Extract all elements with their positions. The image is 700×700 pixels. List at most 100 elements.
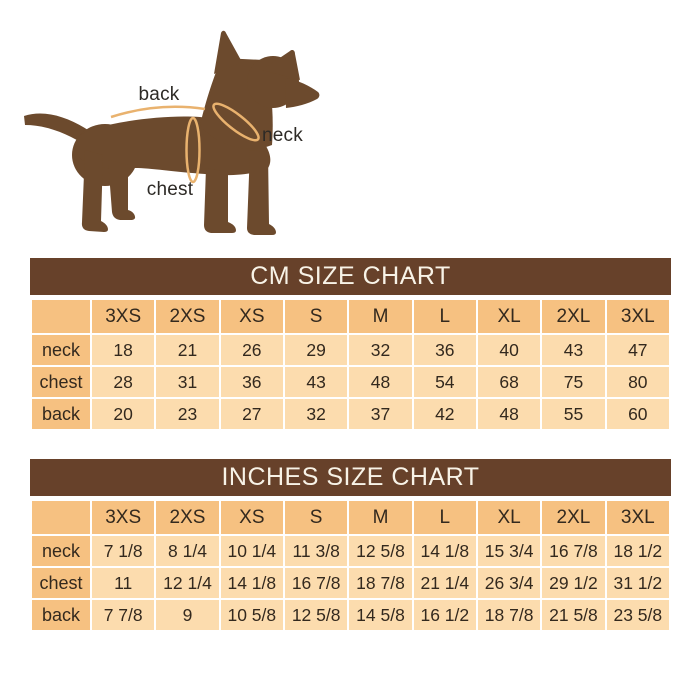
cell-chest-3xs: 11 [92, 568, 155, 598]
dog-body-shapes [24, 30, 320, 235]
cell-back-m: 14 5/8 [349, 600, 412, 630]
dog-measurement-diagram: back neck chest [0, 0, 360, 255]
back-measure-label: back [138, 84, 180, 105]
size-col-header-2xs: 2XS [156, 501, 219, 534]
cell-chest-3xl: 80 [606, 367, 669, 397]
measure-row-neck: neck 18 21 26 29 32 36 40 43 47 [32, 335, 669, 365]
cell-back-l: 16 1/2 [413, 600, 476, 630]
size-col-header-3xs: 3XS [92, 501, 155, 534]
cell-neck-3xs: 7 1/8 [92, 536, 155, 566]
cell-chest-3xs: 28 [92, 367, 155, 397]
cell-chest-2xl: 29 1/2 [542, 568, 605, 598]
cell-back-2xl: 55 [542, 399, 605, 429]
size-header-row: 3XS 2XS XS S M L XL 2XL 3XL [32, 501, 669, 534]
size-col-header-s: S [284, 300, 348, 333]
inches-size-table: 3XS 2XS XS S M L XL 2XL 3XL neck 7 1/8 8 1/4 10 1/4 1… [30, 499, 671, 632]
cell-back-xl: 48 [477, 399, 541, 429]
size-col-header-3xs: 3XS [92, 300, 155, 333]
cell-neck-m: 12 5/8 [349, 536, 412, 566]
cm-size-chart: CM SIZE CHART 3XS 2XS XS S M L XL 2XL 3XL neck 18 2… [30, 258, 671, 431]
cell-chest-l: 54 [413, 367, 476, 397]
cell-neck-xl: 15 3/4 [477, 536, 541, 566]
cell-neck-m: 32 [349, 335, 412, 365]
chest-measure-ellipse [185, 116, 201, 184]
measure-row-chest: chest 28 31 36 43 48 54 68 75 80 [32, 367, 669, 397]
cell-chest-2xl: 75 [542, 367, 605, 397]
cell-neck-xs: 26 [220, 335, 283, 365]
size-col-header-xl: XL [477, 501, 541, 534]
cell-back-s: 12 5/8 [284, 600, 348, 630]
cell-chest-xs: 36 [220, 367, 283, 397]
cell-chest-3xl: 31 1/2 [606, 568, 669, 598]
cell-back-xs: 10 5/8 [220, 600, 283, 630]
corner-cell [32, 300, 90, 333]
cell-chest-xs: 14 1/8 [220, 568, 283, 598]
measurement-marks [110, 102, 260, 184]
cell-neck-l: 36 [413, 335, 476, 365]
cell-neck-2xs: 21 [156, 335, 219, 365]
chest-measure-label: chest [146, 179, 194, 200]
row-label-chest: chest [32, 568, 90, 598]
cell-neck-3xl: 18 1/2 [606, 536, 669, 566]
size-col-header-3xl: 3XL [606, 501, 669, 534]
dog-silhouette-icon [24, 30, 320, 235]
cell-chest-2xs: 31 [156, 367, 219, 397]
size-col-header-xl: XL [477, 300, 541, 333]
cell-back-2xl: 21 5/8 [542, 600, 605, 630]
cell-neck-3xs: 18 [92, 335, 155, 365]
measure-row-back: back 20 23 27 32 37 42 48 55 60 [32, 399, 669, 429]
size-col-header-xs: XS [220, 300, 283, 333]
cell-neck-l: 14 1/8 [413, 536, 476, 566]
neck-measure-label: neck [262, 125, 303, 146]
cell-neck-2xl: 16 7/8 [542, 536, 605, 566]
back-measure-line [110, 105, 206, 119]
cell-back-3xs: 7 7/8 [92, 600, 155, 630]
size-col-header-2xs: 2XS [156, 300, 219, 333]
size-col-header-3xl: 3XL [606, 300, 669, 333]
cell-back-xl: 18 7/8 [477, 600, 541, 630]
cell-chest-xl: 68 [477, 367, 541, 397]
cell-back-3xl: 23 5/8 [606, 600, 669, 630]
cell-neck-2xl: 43 [542, 335, 605, 365]
size-col-header-xs: XS [220, 501, 283, 534]
size-col-header-m: M [349, 300, 412, 333]
inches-size-chart: INCHES SIZE CHART 3XS 2XS XS S M L XL 2XL 3XL nec… [30, 459, 671, 632]
cell-chest-2xs: 12 1/4 [156, 568, 219, 598]
cell-back-3xl: 60 [606, 399, 669, 429]
row-label-back: back [32, 399, 90, 429]
cm-size-chart-title: CM SIZE CHART [30, 258, 671, 295]
measure-row-chest: chest 11 12 1/4 14 1/8 16 7/8 18 7/8 21 1/4 26 … [32, 568, 669, 598]
cm-size-table: 3XS 2XS XS S M L XL 2XL 3XL neck 18 21 26 29 32 36 40 43 4… [30, 298, 671, 431]
row-label-chest: chest [32, 367, 90, 397]
size-col-header-m: M [349, 501, 412, 534]
row-label-neck: neck [32, 536, 90, 566]
cell-neck-3xl: 47 [606, 335, 669, 365]
cell-neck-2xs: 8 1/4 [156, 536, 219, 566]
cell-chest-s: 16 7/8 [284, 568, 348, 598]
size-col-header-2xl: 2XL [542, 300, 605, 333]
inches-size-chart-title: INCHES SIZE CHART [30, 459, 671, 496]
size-col-header-s: S [284, 501, 348, 534]
cell-chest-s: 43 [284, 367, 348, 397]
cell-neck-s: 29 [284, 335, 348, 365]
cell-back-l: 42 [413, 399, 476, 429]
corner-cell [32, 501, 90, 534]
cell-back-2xs: 9 [156, 600, 219, 630]
size-header-row: 3XS 2XS XS S M L XL 2XL 3XL [32, 300, 669, 333]
measure-row-neck: neck 7 1/8 8 1/4 10 1/4 11 3/8 12 5/8 14 1/8 15… [32, 536, 669, 566]
size-col-header-l: L [413, 300, 476, 333]
cell-back-3xs: 20 [92, 399, 155, 429]
cell-chest-xl: 26 3/4 [477, 568, 541, 598]
cell-chest-l: 21 1/4 [413, 568, 476, 598]
cell-back-m: 37 [349, 399, 412, 429]
cell-back-s: 32 [284, 399, 348, 429]
row-label-neck: neck [32, 335, 90, 365]
cell-neck-s: 11 3/8 [284, 536, 348, 566]
cell-neck-xs: 10 1/4 [220, 536, 283, 566]
cell-chest-m: 18 7/8 [349, 568, 412, 598]
cell-neck-xl: 40 [477, 335, 541, 365]
size-col-header-l: L [413, 501, 476, 534]
neck-measure-ellipse [212, 102, 260, 142]
cell-chest-m: 48 [349, 367, 412, 397]
